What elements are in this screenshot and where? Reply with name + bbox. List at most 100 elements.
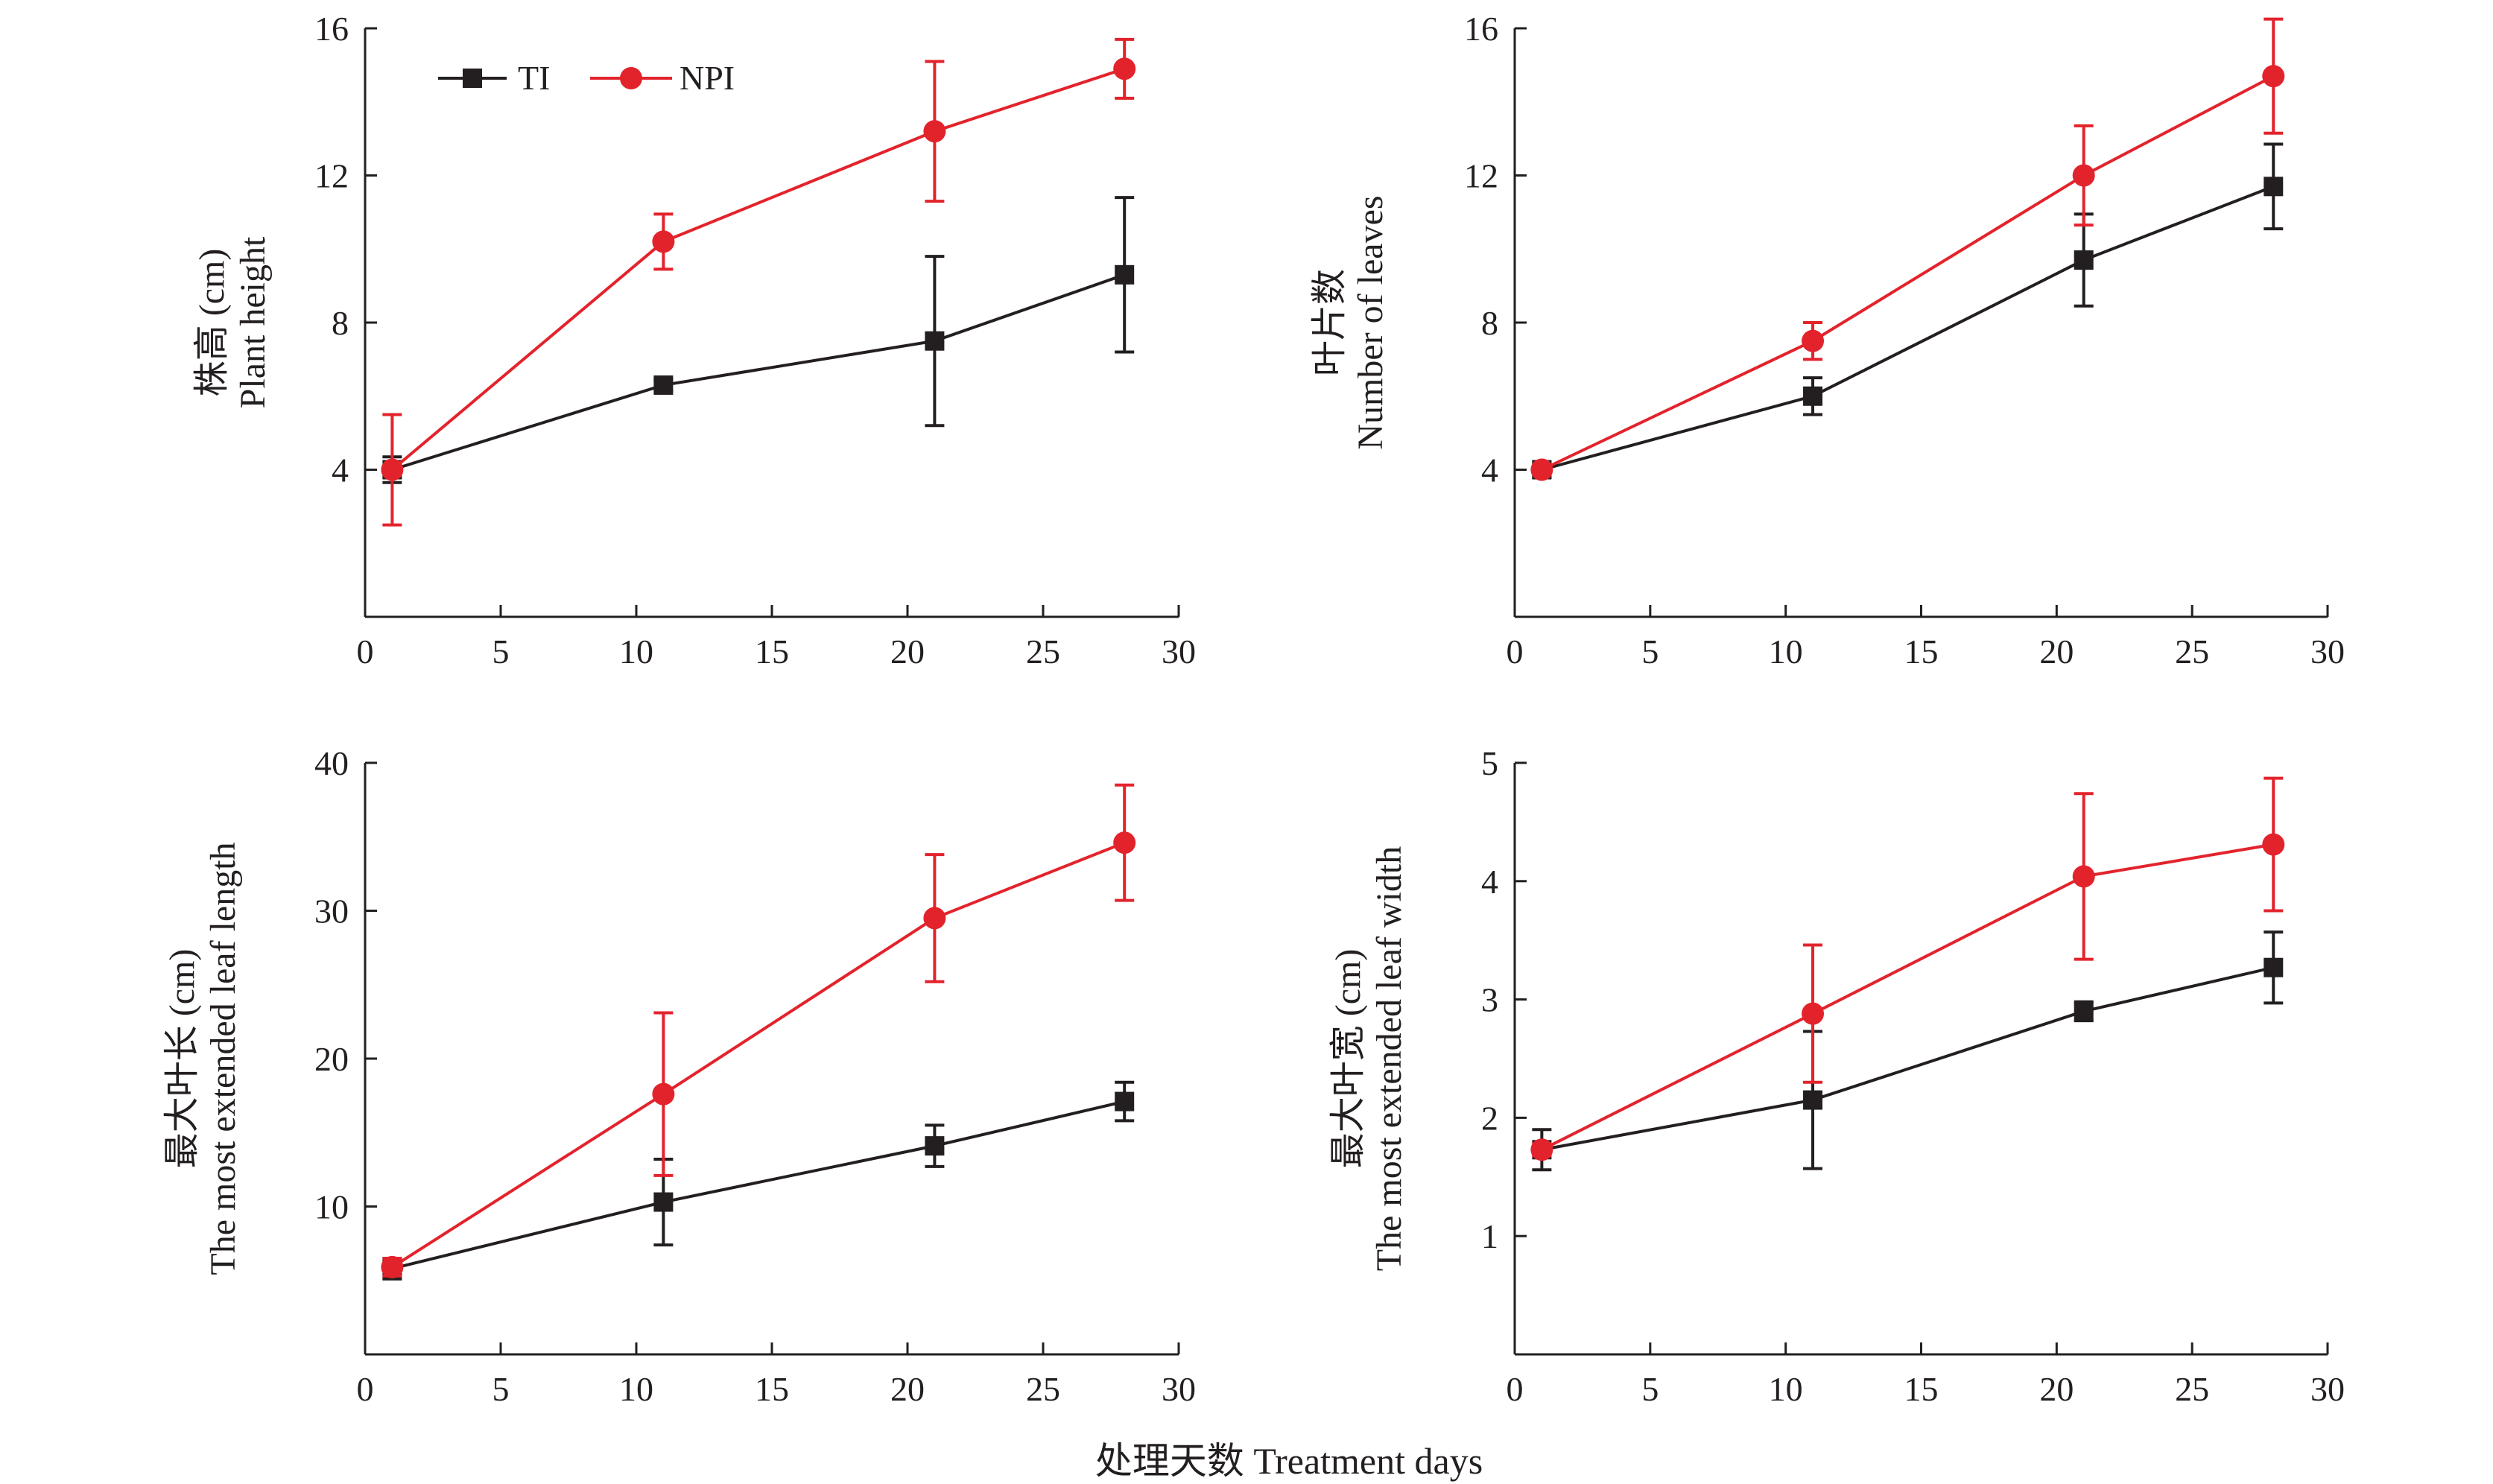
series-line-npi — [391, 841, 1125, 1269]
data-point-npi — [1530, 1138, 1553, 1161]
data-point-npi — [2072, 164, 2095, 187]
data-point-npi — [1802, 1002, 1825, 1025]
series-line-ti — [1541, 185, 2274, 472]
x-tick-label: 25 — [2175, 1370, 2209, 1408]
legend-ti-marker — [463, 69, 482, 88]
y-tick-label: 3 — [1481, 981, 1498, 1019]
series-ti — [382, 196, 1135, 484]
x-tick-label: 30 — [2310, 1370, 2345, 1408]
data-point-npi — [1113, 831, 1136, 854]
series-line-npi — [1541, 74, 2275, 472]
x-tick-label: 5 — [492, 632, 510, 670]
x-tick-label: 15 — [755, 1370, 789, 1408]
data-point-npi — [2262, 65, 2285, 88]
series-line-ti — [391, 273, 1125, 472]
series-ti — [1532, 142, 2284, 480]
series-ti — [1532, 930, 2284, 1172]
series-ti — [382, 1080, 1135, 1281]
series-line-ti — [1542, 965, 2274, 1152]
x-tick-label: 0 — [1507, 632, 1524, 670]
x-tick-label: 25 — [2175, 632, 2209, 670]
data-point-npi — [1530, 458, 1553, 481]
data-point-npi — [652, 1082, 675, 1106]
x-tick-label: 5 — [1641, 1370, 1659, 1408]
x-tick-label: 0 — [357, 1370, 374, 1408]
x-tick-label: 30 — [1162, 632, 1196, 670]
data-point-npi — [923, 907, 946, 930]
data-point-ti — [2264, 957, 2284, 977]
data-point-npi — [381, 1255, 404, 1278]
legend-npi-marker — [620, 67, 642, 89]
x-tick-label: 25 — [1026, 632, 1060, 670]
y-tick-label: 30 — [314, 892, 349, 930]
y-tick-label: 4 — [1481, 863, 1498, 901]
y-axis-label-en: Number of leaves — [1351, 195, 1390, 449]
y-tick-label: 4 — [332, 451, 349, 489]
data-point-ti — [925, 1136, 945, 1156]
y-tick-label: 20 — [314, 1040, 349, 1078]
data-point-npi — [652, 230, 675, 253]
data-point-npi — [923, 120, 946, 143]
data-point-ti — [653, 375, 674, 395]
x-tick-label: 10 — [1769, 632, 1803, 670]
x-tick-label: 20 — [890, 632, 925, 670]
x-tick-label: 30 — [1162, 1370, 1196, 1408]
y-tick-label: 5 — [1481, 744, 1498, 782]
x-tick-label: 20 — [890, 1370, 925, 1408]
panel-3: 0 5 10 15 20 25 30 10 20 30 40 最大叶长 (cm) The most ex… — [162, 744, 1196, 1408]
data-point-ti — [2264, 177, 2284, 197]
x-tick-label: 5 — [1641, 632, 1659, 670]
data-point-ti — [2074, 250, 2094, 270]
y-axis-label-en: The most extended leaf width — [1369, 846, 1409, 1272]
y-tick-label: 12 — [314, 157, 349, 195]
x-tick-label: 25 — [1026, 1370, 1060, 1408]
legend: TI NPI — [438, 59, 735, 97]
shared-x-axis-label: 处理天数 Treatment days — [1095, 1440, 1483, 1482]
series-npi — [1530, 776, 2285, 1161]
data-point-npi — [1113, 57, 1136, 80]
y-tick-label: 8 — [1481, 304, 1498, 342]
y-tick-label: 1 — [1481, 1217, 1498, 1255]
data-point-npi — [1802, 329, 1825, 352]
x-tick-label: 15 — [755, 632, 789, 670]
y-axis-label-en: Plant height — [233, 236, 273, 408]
data-point-ti — [1803, 1090, 1823, 1110]
panel-2: 0 5 10 15 20 25 30 4 8 12 16 叶片数 Number of leaves — [1310, 10, 2345, 670]
x-tick-label: 10 — [619, 1370, 653, 1408]
y-axis-label-cn: 叶片数 — [1310, 269, 1349, 376]
legend-npi-label: NPI — [680, 59, 735, 97]
data-point-ti — [2074, 1001, 2094, 1021]
y-tick-label: 4 — [1481, 451, 1498, 489]
data-point-ti — [1115, 264, 1135, 285]
y-axis-label-cn: 最大叶长 (cm) — [162, 949, 202, 1169]
series-line-ti — [391, 1100, 1125, 1270]
data-point-npi — [2072, 865, 2095, 888]
y-axis-label-cn: 最大叶宽 (cm) — [1328, 949, 1368, 1169]
data-point-npi — [381, 458, 404, 481]
data-point-ti — [1115, 1091, 1135, 1112]
series-line-npi — [391, 67, 1125, 472]
y-axis-label-cn: 株高 (cm) — [192, 249, 232, 397]
y-tick-label: 12 — [1464, 157, 1498, 195]
series-npi — [381, 783, 1136, 1278]
x-tick-label: 20 — [2039, 632, 2074, 670]
y-tick-label: 8 — [332, 304, 349, 342]
y-axis-label-en: The most extended leaf length — [203, 842, 243, 1275]
legend-ti-label: TI — [518, 59, 550, 97]
panel-1: 0 5 10 15 20 25 30 4 8 12 16 株高 (cm) Plant height — [192, 10, 1196, 670]
series-line-npi — [1541, 843, 2274, 1152]
x-tick-label: 15 — [1904, 1370, 1939, 1408]
y-tick-label: 16 — [1464, 10, 1498, 48]
x-tick-label: 10 — [1769, 1370, 1803, 1408]
x-tick-label: 0 — [1507, 1370, 1524, 1408]
data-point-npi — [2262, 833, 2285, 856]
y-tick-label: 16 — [314, 10, 349, 48]
data-point-ti — [1803, 386, 1823, 406]
y-tick-label: 10 — [314, 1188, 349, 1226]
x-tick-label: 15 — [1904, 632, 1939, 670]
data-point-ti — [925, 331, 945, 351]
x-tick-label: 30 — [2310, 632, 2345, 670]
x-tick-label: 10 — [619, 632, 653, 670]
